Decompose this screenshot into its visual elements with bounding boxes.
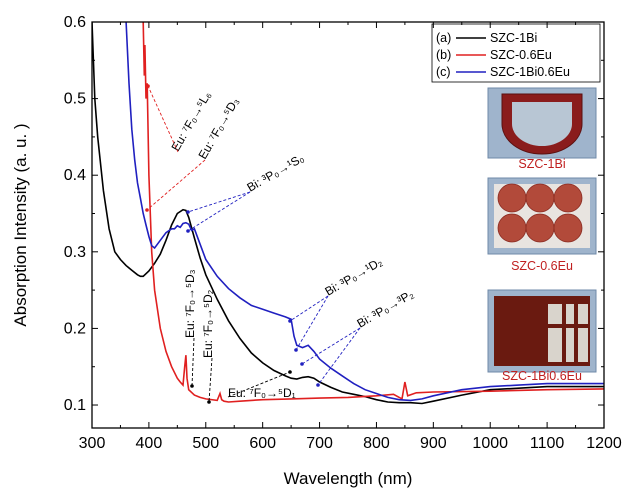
annotation-leader — [191, 337, 195, 387]
y-axis-title: Absorption Intensity (a. u. ) — [11, 123, 30, 326]
annotation-arrowhead — [288, 370, 292, 374]
annotation-arrowhead — [207, 400, 211, 404]
photo-label: SZC-0.6Eu — [511, 259, 573, 273]
photo-film-disc — [497, 213, 527, 243]
annotation-arrowhead — [288, 319, 292, 323]
x-tick-label: 1100 — [530, 435, 565, 452]
annotation-leader — [208, 357, 213, 403]
photo-sample-inner — [512, 102, 572, 146]
annotation-arrowhead — [186, 210, 190, 214]
annotation-eu-7f0-5d3-low: Eu: ⁷F₀→⁵D₃ — [183, 269, 197, 338]
x-tick-label: 500 — [192, 435, 219, 452]
annotation-bi-3p0-1s0: Bi: ³P₀→¹S₀ — [245, 151, 307, 195]
y-tick-label: 0.4 — [64, 167, 86, 184]
axes: 300 400 500 600 700 800 900 1000 1100 1200 0.1 0.2 0… — [11, 14, 622, 488]
photo-film-disc — [553, 213, 583, 243]
series-line-0 — [92, 22, 604, 405]
photo-film-disc — [497, 183, 527, 213]
y-tick-label: 0.1 — [64, 397, 86, 414]
photo-film-disc — [525, 183, 555, 213]
photo-bar — [574, 304, 578, 362]
annotation-arrowhead — [145, 208, 149, 212]
annotation-arrowhead — [190, 384, 194, 388]
sample-photo-0: SZC-1Bi — [487, 87, 597, 171]
annotation-arrowhead — [316, 383, 320, 387]
x-tick-label: 1200 — [586, 435, 622, 452]
series-layer — [92, 22, 604, 405]
annotation-eu-7f0-5d2: Eu: ⁷F₀→⁵D₂ — [201, 289, 215, 358]
photo-bar — [562, 304, 566, 362]
annotation-arrowhead — [294, 348, 298, 352]
series-line-2 — [125, 22, 604, 402]
legend-label: SZC-1Bi0.6Eu — [490, 65, 570, 79]
x-tick-label: 1000 — [472, 435, 508, 452]
photo-window — [548, 304, 588, 362]
annotation-bi-3p0-1d2: Bi: ³P₀→¹D₂ — [323, 254, 385, 298]
annotation-leader — [295, 295, 329, 351]
photo-inset-layer: SZC-1Bi SZC-0.6Eu SZC-1Bi0.6Eu — [487, 87, 597, 383]
x-tick-label: 700 — [306, 435, 333, 452]
annotation-arrowhead — [186, 229, 190, 233]
photo-label: SZC-1Bi0.6Eu — [502, 369, 582, 383]
annotation-leader — [187, 191, 251, 213]
annotation-leader — [301, 327, 361, 365]
annotation-leader — [146, 159, 206, 211]
legend: (a) SZC-1Bi (b) SZC-0.6Eu (c) SZC-1Bi0.6Eu — [431, 23, 601, 83]
annotation-eu-7f0-5d1: Eu: ⁷F₀→⁵D₁ — [228, 386, 296, 400]
legend-label: SZC-0.6Eu — [490, 48, 552, 62]
x-tick-label: 400 — [136, 435, 163, 452]
annotation-bi-3p0-3p2: Bi: ³P₀→³P₂ — [355, 287, 417, 331]
sample-photo-1: SZC-0.6Eu — [487, 177, 597, 273]
x-tick-label: 800 — [363, 435, 390, 452]
series-line-1 — [142, 22, 604, 403]
legend-tag: (a) — [436, 31, 451, 45]
sample-photo-2: SZC-1Bi0.6Eu — [487, 289, 597, 383]
photo-film-disc — [525, 213, 555, 243]
annotation-leader — [187, 191, 251, 232]
annotation-leader — [227, 371, 291, 398]
x-tick-label: 300 — [79, 435, 106, 452]
y-tick-label: 0.2 — [64, 320, 86, 337]
annotation-leader — [289, 295, 329, 322]
annotation-arrowhead — [300, 362, 304, 366]
x-tick-label: 900 — [420, 435, 447, 452]
photo-film-disc — [553, 183, 583, 213]
annotation-leader — [317, 327, 361, 386]
y-tick-label: 0.3 — [64, 244, 86, 261]
y-tick-label: 0.5 — [64, 91, 86, 108]
photo-bar — [548, 324, 588, 328]
legend-label: SZC-1Bi — [490, 31, 537, 45]
annotation-arrowhead — [146, 84, 150, 88]
legend-tag: (b) — [436, 48, 451, 62]
legend-tag: (c) — [436, 65, 451, 79]
x-axis-title: Wavelength (nm) — [284, 469, 413, 488]
x-tick-label: 600 — [249, 435, 276, 452]
y-tick-label: 0.6 — [64, 14, 86, 31]
photo-label: SZC-1Bi — [518, 157, 565, 171]
annotation-leader — [147, 85, 179, 153]
